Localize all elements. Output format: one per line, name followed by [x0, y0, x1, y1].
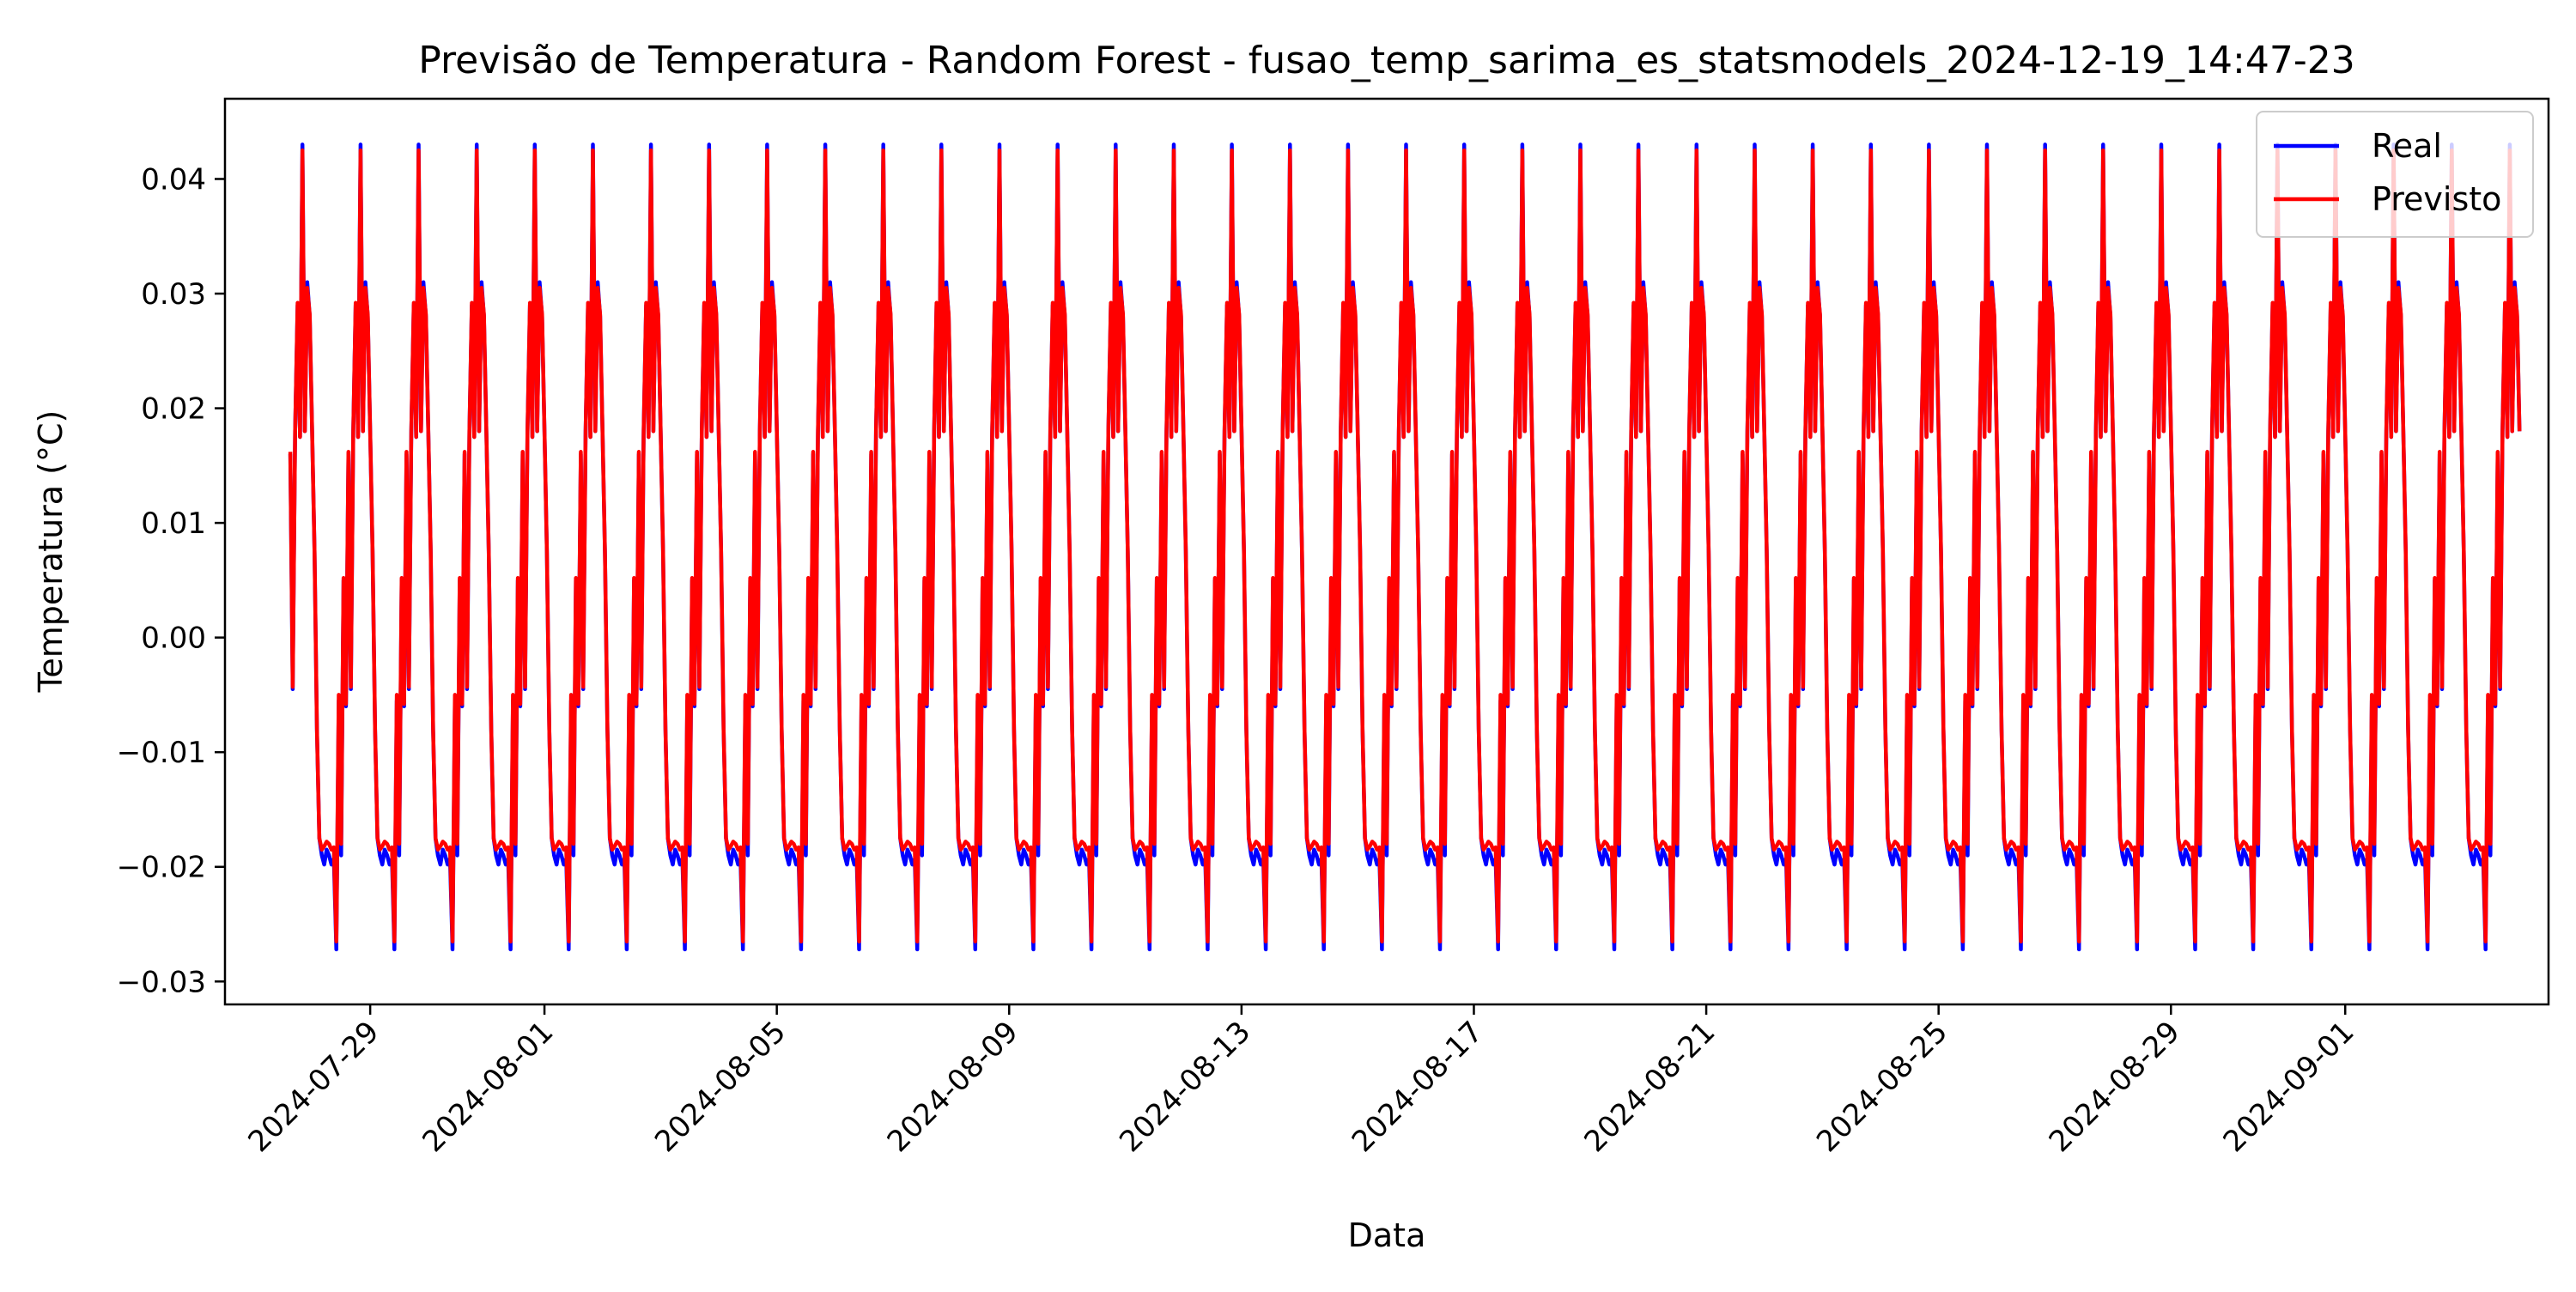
y-tick-label: −0.03 [117, 965, 206, 999]
chart-title: Previsão de Temperatura - Random Forest … [418, 39, 2354, 82]
legend-box [2256, 111, 2534, 238]
legend-label-previsto: Previsto [2372, 180, 2501, 218]
x-axis-label: Data [1348, 1216, 1426, 1254]
y-tick-label: 0.01 [141, 506, 206, 541]
plot-area [223, 97, 2550, 1006]
y-tick-label: −0.02 [117, 851, 206, 885]
series-line-previsto [288, 148, 2522, 943]
y-tick-label: 0.03 [141, 277, 206, 312]
y-axis-label: Temperatura (°C) [32, 410, 70, 694]
y-axis: 0.04 0.03 0.02 0.01 0.00 −0.01 −0.02 −0.03 [117, 162, 225, 999]
legend-label-real: Real [2372, 127, 2442, 165]
y-tick-label: 0.00 [141, 622, 206, 656]
y-tick-label: 0.02 [141, 392, 206, 427]
legend: Real Previsto [2256, 111, 2534, 238]
y-tick-label: 0.04 [141, 162, 206, 197]
y-tick-label: −0.01 [117, 736, 206, 770]
plot-frame [223, 97, 2550, 1006]
series-layer [288, 143, 2522, 952]
